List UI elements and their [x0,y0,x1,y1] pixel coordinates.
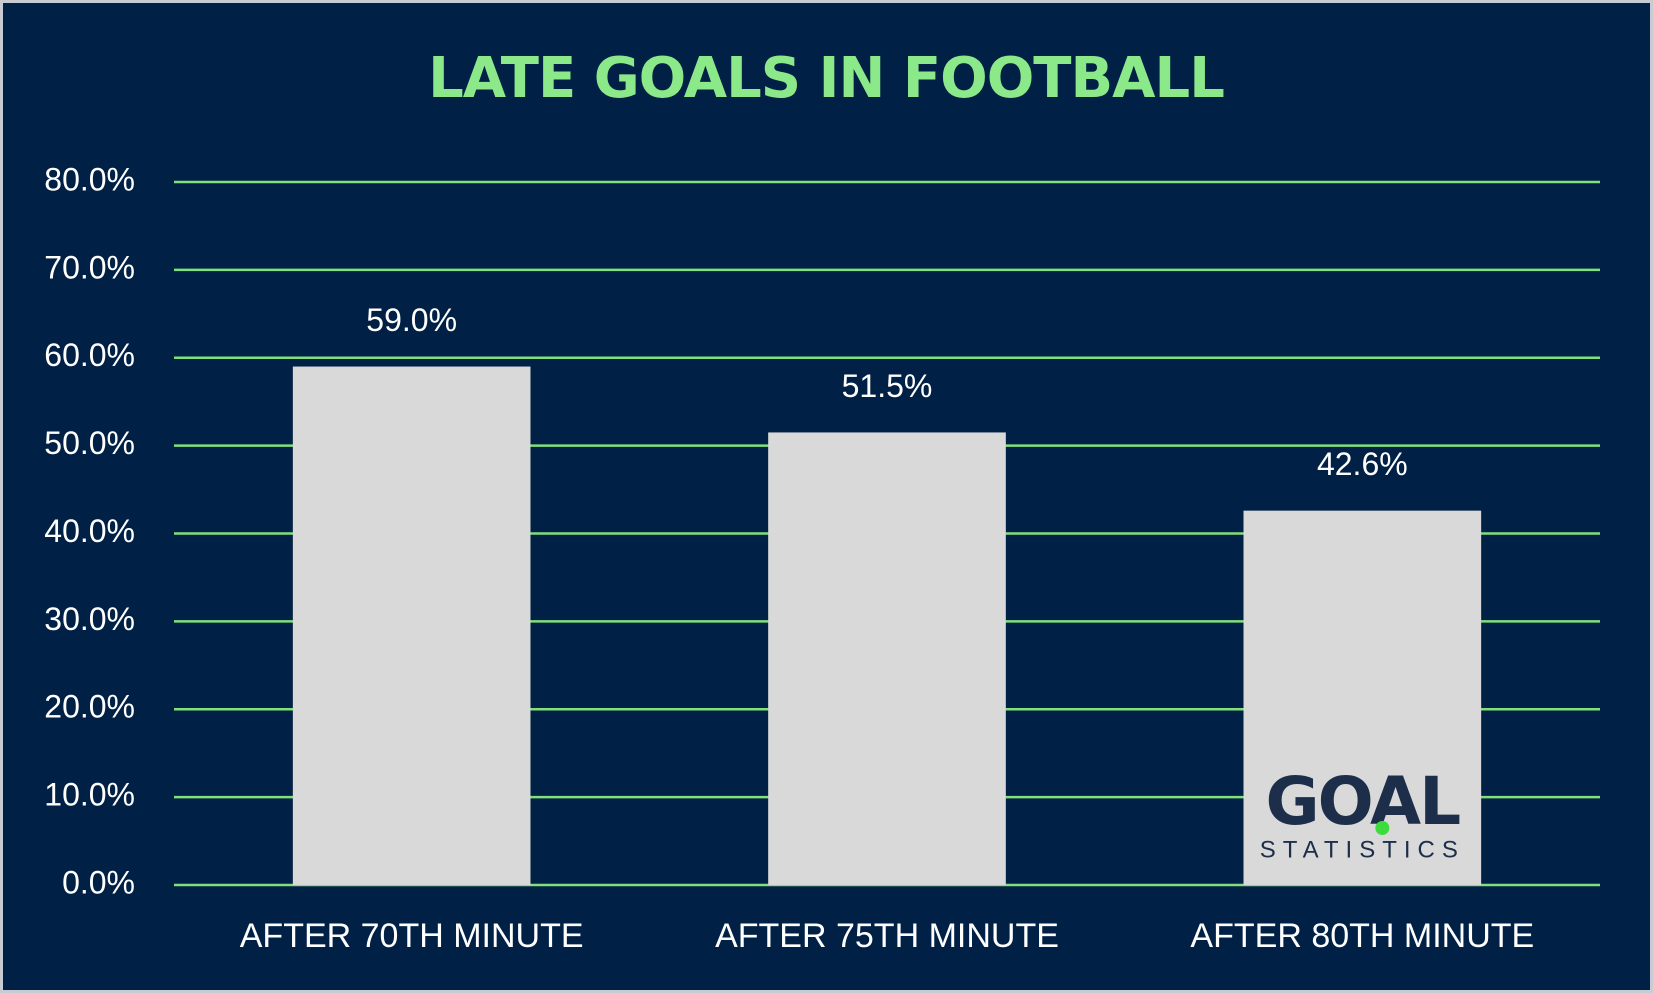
watermark-subtitle: STATISTICS [1260,836,1465,863]
y-tick-label: 40.0% [44,513,135,549]
x-tick-label: AFTER 70TH MINUTE [240,917,584,955]
x-tick-label: AFTER 80TH MINUTE [1190,917,1534,955]
watermark-dot [1375,821,1390,835]
y-tick-label: 50.0% [44,425,135,461]
watermark: GOAL [1266,763,1461,840]
bar [292,366,531,886]
x-tick-label: AFTER 75TH MINUTE [715,917,1059,955]
bar [768,432,1006,885]
y-tick-label: 0.0% [62,864,135,900]
chart-title: LATE GOALS IN FOOTBALL [428,46,1224,111]
y-tick-label: 80.0% [44,161,135,197]
y-tick-label: 60.0% [44,337,135,373]
value-label: 51.5% [842,368,933,404]
y-tick-label: 20.0% [44,689,135,725]
value-label: 42.6% [1317,446,1408,482]
y-tick-label: 30.0% [44,601,135,637]
value-label: 59.0% [366,302,457,338]
y-tick-label: 10.0% [44,777,135,813]
y-tick-label: 70.0% [44,249,135,285]
bar [1243,510,1482,885]
